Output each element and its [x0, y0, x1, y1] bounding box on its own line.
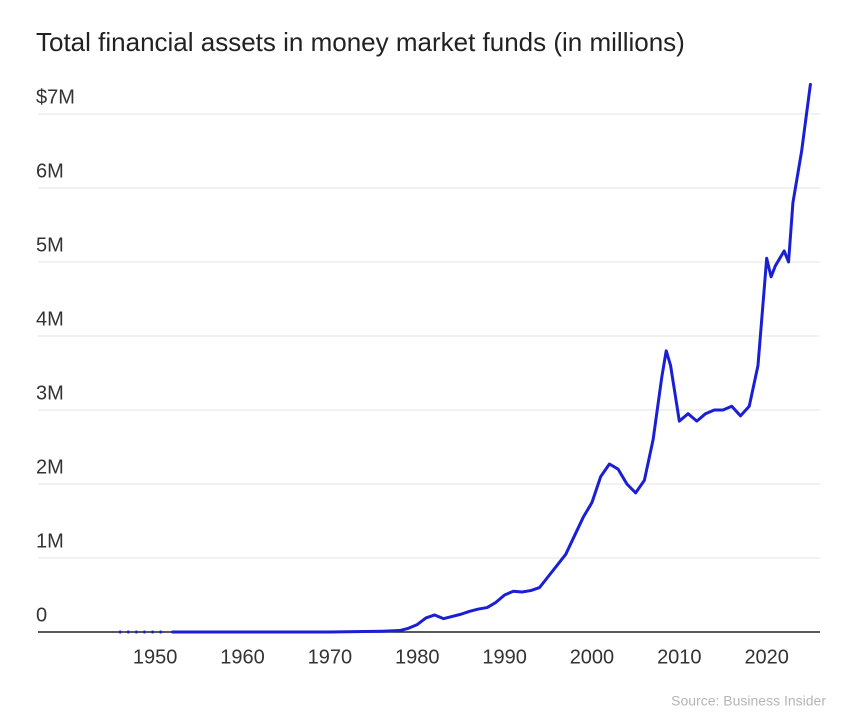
x-tick-label: 1970 [308, 646, 353, 668]
x-tick-label: 2020 [744, 646, 789, 668]
x-tick-label: 1980 [395, 646, 440, 668]
x-tick-label: 2000 [570, 646, 615, 668]
x-tick-label: 1990 [482, 646, 527, 668]
x-tick-label: 1950 [133, 646, 178, 668]
y-tick-label: 1M [36, 530, 64, 552]
y-tick-label: 0 [36, 604, 47, 626]
source: Source: Business Insider [671, 693, 826, 709]
y-tick-label: 5M [36, 234, 64, 256]
y-tick-label: 2M [36, 456, 64, 478]
y-tick-label: 4M [36, 308, 64, 330]
line [171, 82, 812, 634]
y-tick-label: $7M [36, 86, 75, 108]
x-tick-label: 2010 [657, 646, 702, 668]
y-tick-label: 6M [36, 160, 64, 182]
y-tick-label: 3M [36, 382, 64, 404]
chart-title: Total financial assets in money market f… [36, 27, 685, 57]
x-tick-label: 1960 [220, 646, 265, 668]
